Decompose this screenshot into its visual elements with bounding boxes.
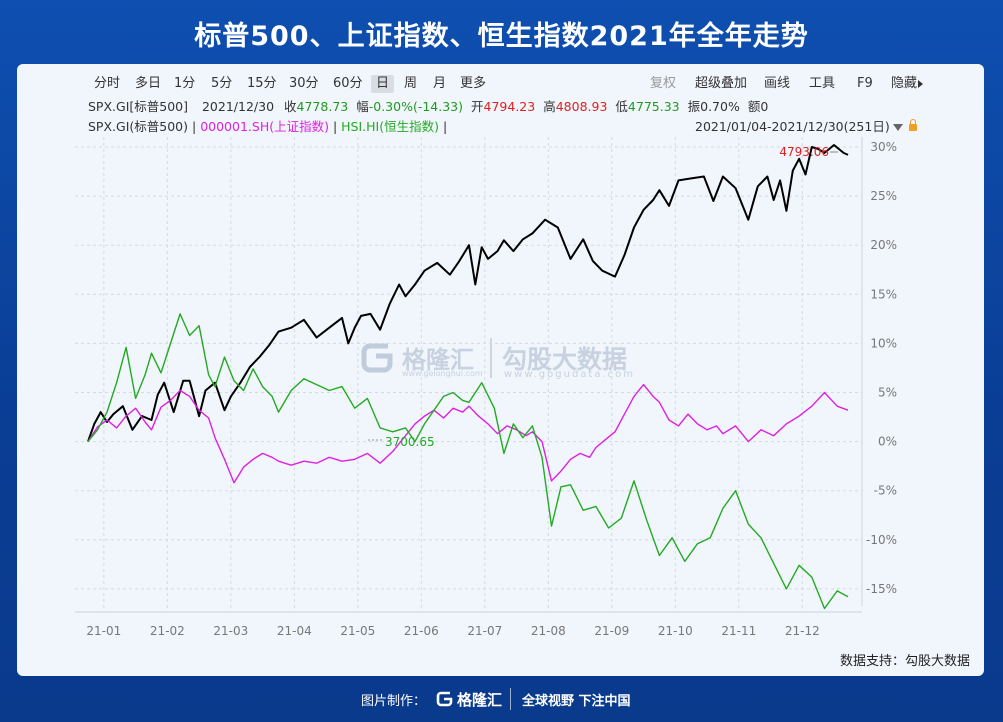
quote-code: SPX.GI[标普500]: [88, 99, 188, 114]
draw-line-button[interactable]: 画线: [764, 76, 791, 91]
legend-separator: |: [191, 119, 197, 134]
x-tick-label: 21-01: [86, 624, 121, 638]
x-tick-label: 21-07: [467, 624, 502, 638]
close-label: 收: [284, 99, 297, 114]
legend-spx[interactable]: SPX.GI(标普500): [88, 119, 188, 134]
watermark-partner-url: www.gogudata.com: [504, 369, 636, 380]
y-tick-label: 10%: [870, 336, 897, 350]
min-value-label: 3700.65: [385, 435, 435, 449]
x-tick-label: 21-09: [594, 624, 629, 638]
y-tick-label: -5%: [874, 484, 897, 498]
chart-card: [17, 64, 984, 676]
watermark-brand-url: www.gelonghui.com: [402, 369, 483, 378]
y-tick-label: -15%: [866, 582, 897, 596]
close-value: 4778.73: [296, 99, 349, 114]
amplitude-label: 振: [687, 99, 701, 114]
watermark-partner: 勾股大数据: [502, 345, 628, 374]
y-tick-label: 20%: [870, 238, 897, 252]
watermark-divider: [490, 338, 492, 378]
open-value: 4794.23: [483, 99, 536, 114]
period-tab-week[interactable]: 周: [404, 76, 418, 91]
x-tick-label: 21-10: [658, 624, 693, 638]
y-tick-label: -10%: [866, 533, 897, 547]
lock-icon[interactable]: [908, 119, 917, 131]
y-tick-label: 30%: [870, 140, 897, 154]
hide-button[interactable]: 隐藏: [889, 75, 925, 93]
tools-button[interactable]: 工具: [809, 76, 836, 91]
watermark-brand: 格隆汇: [402, 346, 474, 374]
dropdown-triangle-icon: [892, 124, 903, 131]
x-tick-label: 21-12: [785, 624, 820, 638]
x-tick-label: 21-04: [277, 624, 312, 638]
series-line-sh: [87, 383, 849, 484]
data-source-note: 数据支持：勾股大数据: [839, 654, 970, 669]
f9-button[interactable]: F9: [857, 76, 873, 91]
legend-sh[interactable]: 000001.SH(上证指数): [200, 119, 329, 134]
change-value: -0.30%(-14.33): [368, 99, 464, 114]
low-label: 低: [615, 99, 628, 114]
period-tab-day[interactable]: 日: [371, 75, 395, 93]
period-tab-15min[interactable]: 15分: [247, 76, 277, 91]
y-tick-label: 15%: [870, 287, 897, 301]
series-line-hsi: [87, 313, 849, 610]
x-tick-label: 21-08: [531, 624, 566, 638]
x-tick-label: 21-05: [340, 624, 375, 638]
high-value: 4808.93: [555, 99, 608, 114]
period-tab-5min[interactable]: 5分: [211, 76, 233, 91]
quote-info-line: SPX.GI[标普500] 2021/12/30 收4778.73 幅-0.30…: [88, 96, 768, 115]
volume-label: 额: [747, 99, 761, 114]
low-value: 4775.33: [627, 99, 680, 114]
x-tick-label: 21-02: [150, 624, 185, 638]
period-tab-1min[interactable]: 1分: [174, 76, 196, 91]
legend-hsi[interactable]: HSI.HI(恒生指数): [341, 119, 439, 134]
y-tick-label: 5%: [878, 386, 897, 400]
y-tick-label: 0%: [878, 435, 897, 449]
page-title: 标普500、上证指数、恒生指数2021年全年走势: [194, 21, 809, 52]
y-tick-label: 25%: [870, 189, 897, 203]
legend-separator: |: [332, 119, 338, 134]
open-label: 开: [471, 99, 484, 114]
legend-line: SPX.GI(标普500) | 000001.SH(上证指数) | HSI.HI…: [88, 116, 447, 135]
period-tab-60min[interactable]: 60分: [333, 76, 363, 91]
period-tab-more[interactable]: 更多: [460, 76, 487, 91]
footer-brand: 格隆汇: [457, 691, 503, 709]
hide-label: 隐藏: [891, 76, 918, 91]
period-tab-month[interactable]: 月: [433, 76, 447, 91]
period-tab-multiday[interactable]: 多日: [135, 76, 162, 91]
footer: 图片制作： 格隆汇 全球视野 下注中国: [0, 688, 1003, 712]
footer-logo-icon: [436, 691, 453, 707]
footer-divider: [510, 688, 511, 710]
date-range-label: 2021/01/04-2021/12/30(251日): [695, 119, 890, 134]
volume-value: 0: [760, 99, 769, 114]
super-overlay-button[interactable]: 超级叠加: [695, 76, 748, 91]
high-label: 高: [543, 99, 556, 114]
adjust-button[interactable]: 复权: [650, 76, 677, 91]
series-line-spx: [87, 144, 849, 442]
period-tab-fenshi[interactable]: 分时: [94, 76, 121, 91]
footer-made-by: 图片制作：: [361, 694, 427, 709]
x-tick-label: 21-11: [721, 624, 756, 638]
amplitude-value: 0.70%: [700, 99, 740, 114]
gelonghui-logo-icon: [361, 343, 393, 373]
x-tick-label: 21-03: [213, 624, 248, 638]
legend-separator: |: [442, 119, 448, 134]
arrow-right-icon: [918, 79, 924, 88]
period-tab-30min[interactable]: 30分: [289, 76, 319, 91]
date-range-selector[interactable]: 2021/01/04-2021/12/30(251日): [695, 116, 917, 135]
x-tick-label: 21-06: [404, 624, 439, 638]
change-label: 幅: [356, 99, 369, 114]
quote-date: 2021/12/30: [201, 99, 275, 114]
footer-slogan: 全球视野 下注中国: [522, 694, 631, 709]
max-value-label: 4793.06: [779, 145, 829, 159]
